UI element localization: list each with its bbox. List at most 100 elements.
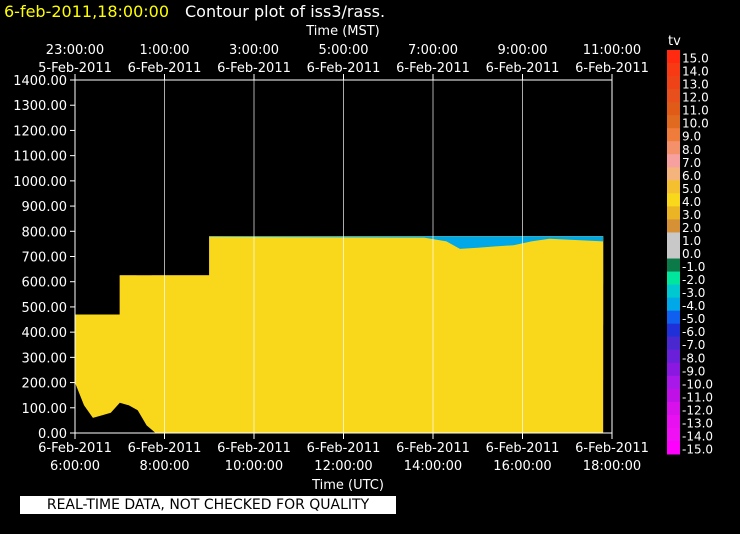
x-tick-date-bottom: 6-Feb-2011: [128, 441, 202, 456]
x-tick-time-bottom: 18:00:00: [583, 459, 641, 474]
colorbar-swatch: [667, 362, 680, 377]
x-tick-time-top: 5:00:00: [318, 43, 368, 58]
y-tick-label: 0.00: [38, 427, 67, 442]
x-tick-date-bottom: 6-Feb-2011: [217, 441, 291, 456]
x-tick-date-bottom: 6-Feb-2011: [38, 441, 112, 456]
title-date: 6-feb-2011,18:00:00: [4, 2, 170, 21]
colorbar-swatch: [667, 245, 680, 260]
colorbar-swatch: [667, 89, 680, 103]
contour-cyan: [209, 236, 604, 249]
y-tick-label: 300.00: [22, 351, 68, 366]
colorbar-swatch: [667, 232, 680, 246]
colorbar-tick-label: -1.0: [682, 260, 705, 274]
y-tick-label: 800.00: [22, 225, 68, 240]
x-tick-date-top: 6-Feb-2011: [396, 61, 470, 76]
y-tick-label: 100.00: [22, 402, 68, 417]
colorbar-swatch: [667, 50, 680, 64]
colorbar-tick-label: -15.0: [682, 443, 713, 457]
x-tick-time-top: 3:00:00: [229, 43, 279, 58]
y-tick-label: 600.00: [22, 276, 68, 291]
colorbar-swatch: [667, 180, 680, 194]
colorbar-swatch: [667, 128, 680, 142]
x-tick-time-top: 1:00:00: [139, 43, 189, 58]
colorbar-swatch: [667, 141, 680, 155]
colorbar-swatch: [667, 206, 680, 220]
colorbar-swatch: [667, 414, 680, 429]
colorbar-tick-label: 6.0: [682, 169, 701, 183]
x-tick-date-top: 5-Feb-2011: [38, 61, 112, 76]
colorbar-tick-label: 5.0: [682, 182, 701, 196]
colorbar-tick-label: -12.0: [682, 403, 713, 417]
colorbar-tick-label: -5.0: [682, 312, 705, 326]
colorbar-swatch: [667, 401, 680, 416]
colorbar-swatch: [667, 154, 680, 168]
colorbar-tick-label: 8.0: [682, 143, 701, 157]
colorbar-tick-label: 2.0: [682, 221, 701, 235]
colorbar-tick-label: 9.0: [682, 130, 701, 144]
axes: 0.00 100.00 200.00 300.00 400.00 500.00 600.00…: [13, 24, 649, 493]
y-tick-label: 900.00: [22, 200, 68, 215]
colorbar-tick-label: -2.0: [682, 273, 705, 287]
colorbar-swatch: [667, 336, 680, 351]
grid-lines: [164, 80, 523, 433]
colorbar-swatch: [667, 349, 680, 364]
x-tick-time-bottom: 14:00:00: [404, 459, 462, 474]
colorbar-swatch: [667, 76, 680, 90]
x-tick-date-top: 6-Feb-2011: [217, 61, 291, 76]
colorbar-tick-label: -3.0: [682, 286, 705, 300]
colorbar-tick-label: -7.0: [682, 338, 705, 352]
x-tick-time-top: 7:00:00: [408, 43, 458, 58]
y-tick-label: 700.00: [22, 251, 68, 266]
colorbar-swatch: [667, 284, 680, 299]
colorbar-swatch: [667, 375, 680, 390]
colorbar-swatch: [667, 427, 680, 442]
contour-fills: [75, 236, 604, 433]
y-tick-label: 400.00: [22, 326, 68, 341]
x-tick-date-bottom: 6-Feb-2011: [396, 441, 470, 456]
x-tick-time-bottom: 10:00:00: [225, 459, 283, 474]
colorbar-tick-label: 10.0: [682, 117, 709, 131]
colorbar-swatch: [667, 388, 680, 403]
colorbar-swatch: [667, 297, 680, 312]
y-tick-label: 1000.00: [13, 175, 67, 190]
x-tick-date-bottom: 6-Feb-2011: [486, 441, 560, 456]
colorbar-tick-label: 7.0: [682, 156, 701, 170]
colorbar-tick-label: 1.0: [682, 234, 701, 248]
colorbar-tick-label: -6.0: [682, 325, 705, 339]
y-tick-label: 200.00: [22, 377, 68, 392]
y-tick-label: 1400.00: [13, 74, 67, 89]
colorbar-tick-label: -11.0: [682, 390, 713, 404]
colorbar-tick-label: 11.0: [682, 104, 709, 118]
colorbar-swatch: [667, 102, 680, 116]
colorbar-swatch: [667, 115, 680, 129]
x-tick-date-top: 6-Feb-2011: [486, 61, 560, 76]
y-tick-label: 1200.00: [13, 124, 67, 139]
colorbar-tick-label: 13.0: [682, 78, 709, 92]
colorbar-label: tv: [668, 34, 681, 49]
colorbar-tick-label: -14.0: [682, 429, 713, 443]
colorbar-tick-label: 15.0: [682, 52, 709, 66]
colorbar-swatch: [667, 440, 680, 455]
colorbar-tick-label: -4.0: [682, 299, 705, 313]
x-tick-time-bottom: 12:00:00: [314, 459, 372, 474]
colorbar-swatch: [667, 258, 680, 273]
x-tick-time-bottom: 8:00:00: [139, 459, 189, 474]
colorbar: tv15.014.013.012.011.010.09.08.07.06.05.…: [667, 34, 713, 457]
colorbar-tick-label: 3.0: [682, 208, 701, 222]
x-tick-date-top: 6-Feb-2011: [307, 61, 381, 76]
y-tick-label: 1100.00: [13, 150, 67, 165]
colorbar-swatch: [667, 310, 680, 325]
x-tick-date-bottom: 6-Feb-2011: [307, 441, 381, 456]
y-tick-label: 1300.00: [13, 99, 67, 114]
colorbar-swatch: [667, 323, 680, 338]
x-tick-time-top: 11:00:00: [583, 43, 641, 58]
colorbar-swatch: [667, 63, 680, 77]
colorbar-tick-label: 4.0: [682, 195, 701, 209]
quality-notice: REAL-TIME DATA, NOT CHECKED FOR QUALITY: [20, 496, 396, 514]
colorbar-tick-label: -8.0: [682, 351, 705, 365]
y-tick-label: 500.00: [22, 301, 68, 316]
x-tick-time-top: 23:00:00: [46, 43, 104, 58]
top-axis-title: Time (MST): [305, 24, 380, 39]
chart-title: Contour plot of iss3/rass.: [185, 2, 386, 21]
